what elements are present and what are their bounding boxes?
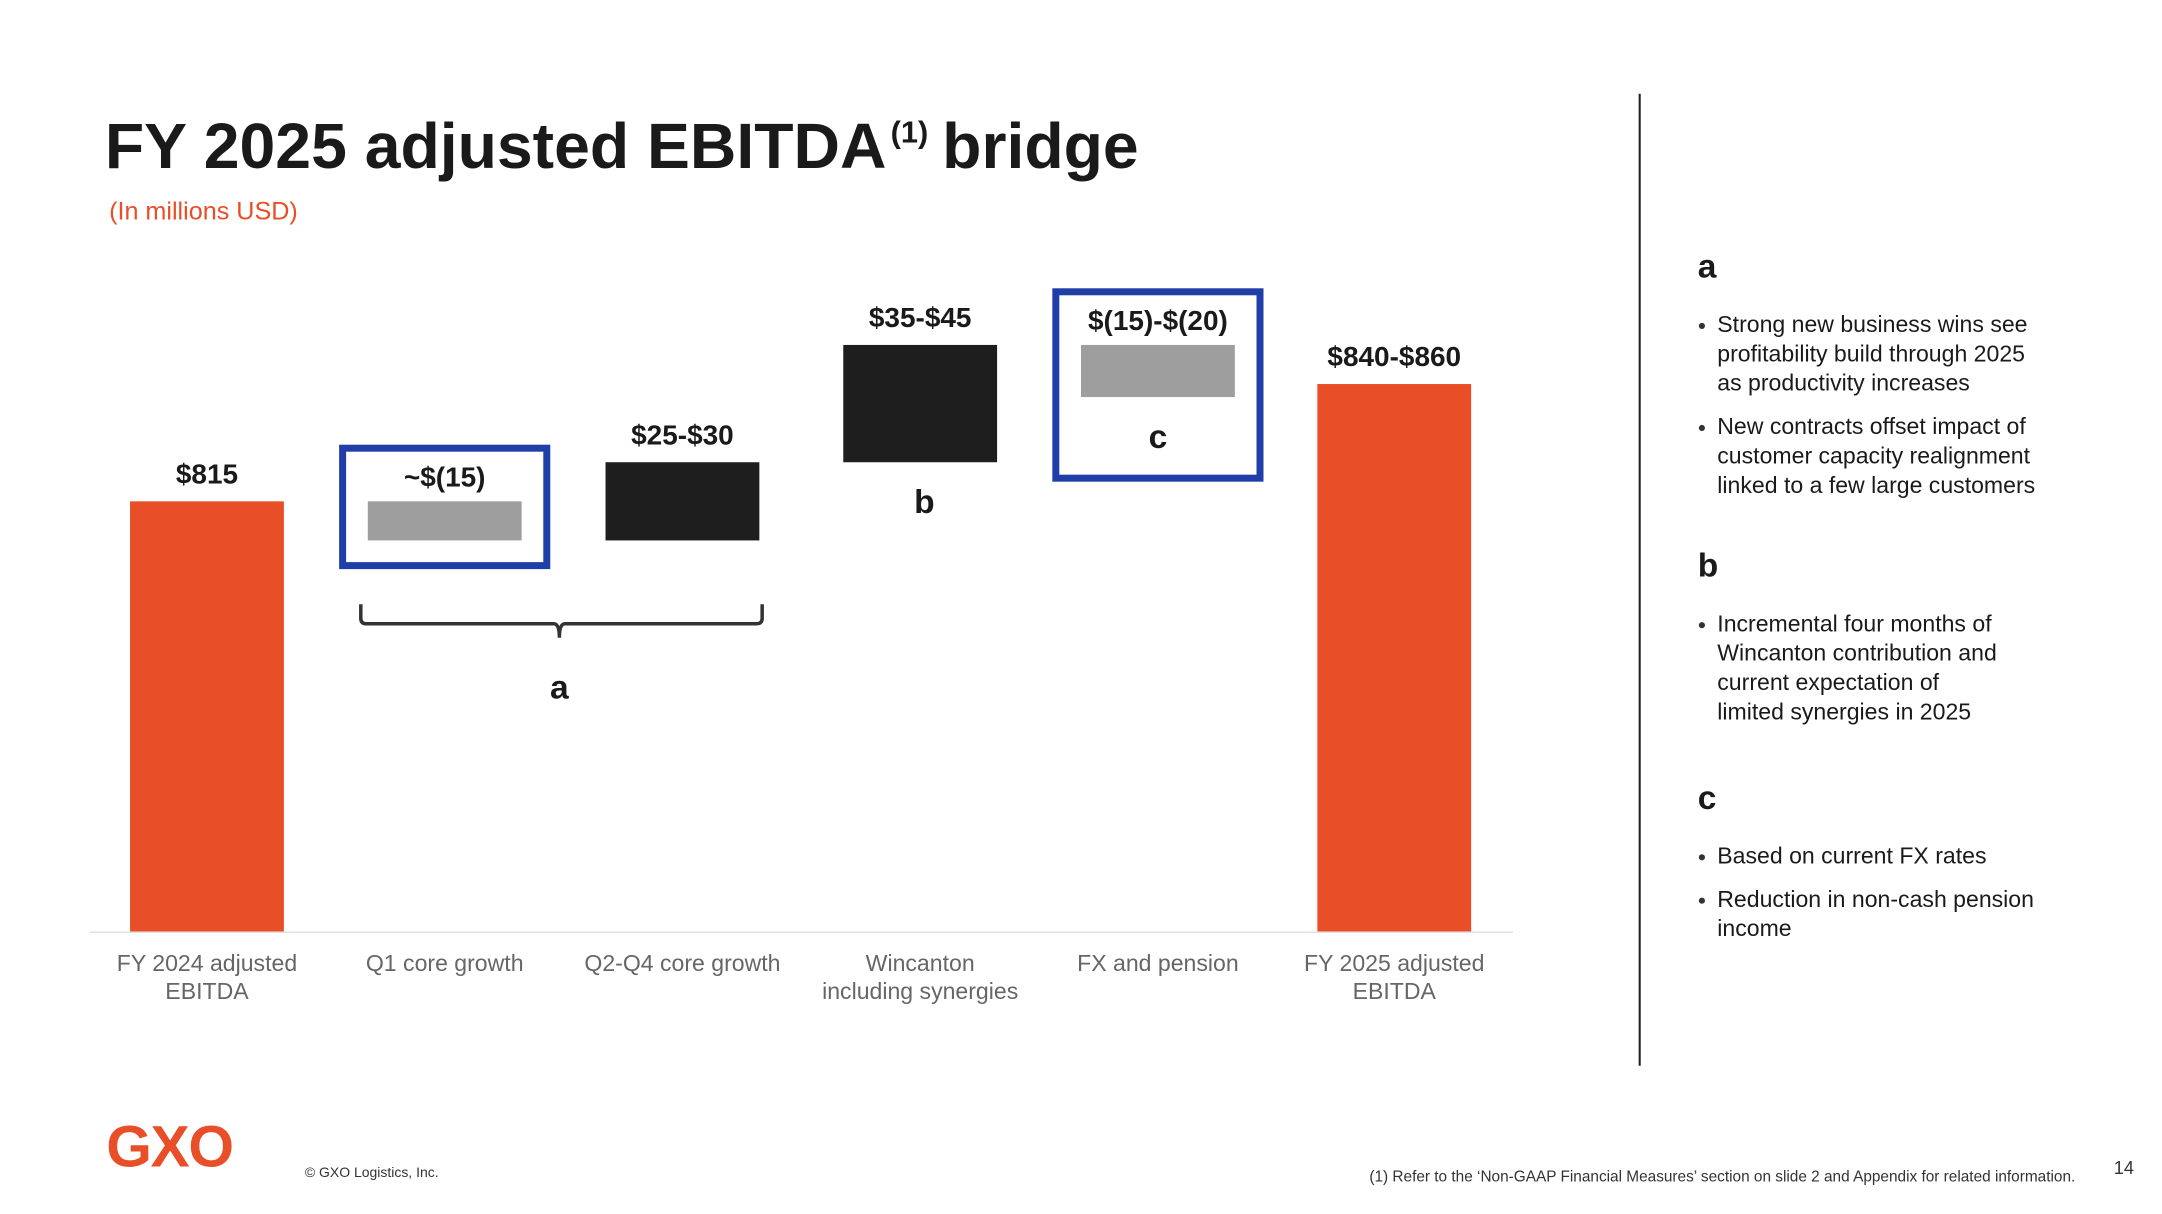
x-tick-label: EBITDA [1353, 978, 1437, 1004]
value-label: $815 [176, 459, 238, 490]
bar [367, 501, 522, 541]
x-tick-label: including synergies [822, 978, 1018, 1004]
highlight-box [1052, 288, 1264, 482]
bar [1317, 384, 1472, 932]
bullet-dot [1698, 322, 1705, 329]
value-label: $35-$45 [869, 302, 972, 333]
x-tick-label: Wincanton [866, 950, 975, 976]
bullet-dot [1698, 897, 1705, 904]
annotation-letter: b [914, 484, 935, 521]
title: FY 2025 adjusted EBITDA [105, 110, 887, 182]
highlight-box [339, 444, 551, 570]
x-tick-label: EBITDA [165, 978, 249, 1004]
subtitle: (In millions USD) [109, 197, 298, 225]
value-label: ~$(15) [404, 461, 486, 492]
bullet-text: current expectation of [1717, 669, 1939, 695]
bullet-text: limited synergies in 2025 [1717, 698, 1971, 724]
bullet-text: linked to a few large customers [1717, 472, 2035, 498]
bullet-dot [1698, 424, 1705, 432]
bullet-text: New contracts offset impact of [1717, 413, 2026, 439]
bar [843, 344, 998, 463]
x-tick-label: FY 2025 adjusted [1304, 950, 1484, 976]
bullet-text: Based on current FX rates [1717, 842, 1986, 868]
value-label: $(15)-$(20) [1088, 305, 1228, 336]
bullet-text: as productivity increases [1717, 370, 1970, 396]
annotation-letter: a [550, 669, 569, 706]
x-tick-label: Q2-Q4 core growth [584, 950, 780, 976]
bar [1081, 344, 1235, 398]
panel-heading: a [1698, 248, 1717, 285]
page-number: 14 [2114, 1158, 2134, 1178]
bullet-text: Wincanton contribution and [1717, 640, 1997, 666]
bullet-text: income [1717, 915, 1791, 941]
bullet-dot [1698, 622, 1705, 629]
annotation-letter: c [1149, 419, 1168, 456]
bullet-text: Reduction in non-cash pension [1717, 886, 2034, 912]
value-label: $25-$30 [631, 419, 734, 450]
footnote: (1) Refer to the ‘Non-GAAP Financial Mea… [1369, 1169, 2075, 1186]
title-superscript: (1) [891, 114, 929, 149]
bar [130, 501, 284, 932]
value-label: $840-$860 [1327, 341, 1461, 372]
x-tick-label: Q1 core growth [366, 950, 524, 976]
panel-heading: b [1698, 548, 1718, 585]
copyright: © GXO Logistics, Inc. [305, 1164, 439, 1180]
bullet-text: profitability build through 2025 [1717, 340, 2025, 366]
bullet-text: customer capacity realignment [1717, 442, 2030, 468]
bar [605, 462, 760, 541]
panel-heading: c [1698, 780, 1717, 817]
logo: GXO [106, 1115, 232, 1180]
bullet-text: Incremental four months of [1717, 610, 1992, 636]
bullet-dot [1698, 854, 1705, 861]
bullet-text: Strong new business wins see [1717, 311, 2027, 337]
bracket [359, 604, 764, 638]
x-tick-label: FY 2024 adjusted [117, 950, 297, 976]
x-tick-label: FX and pension [1077, 950, 1239, 976]
title-suffix: bridge [942, 110, 1139, 182]
